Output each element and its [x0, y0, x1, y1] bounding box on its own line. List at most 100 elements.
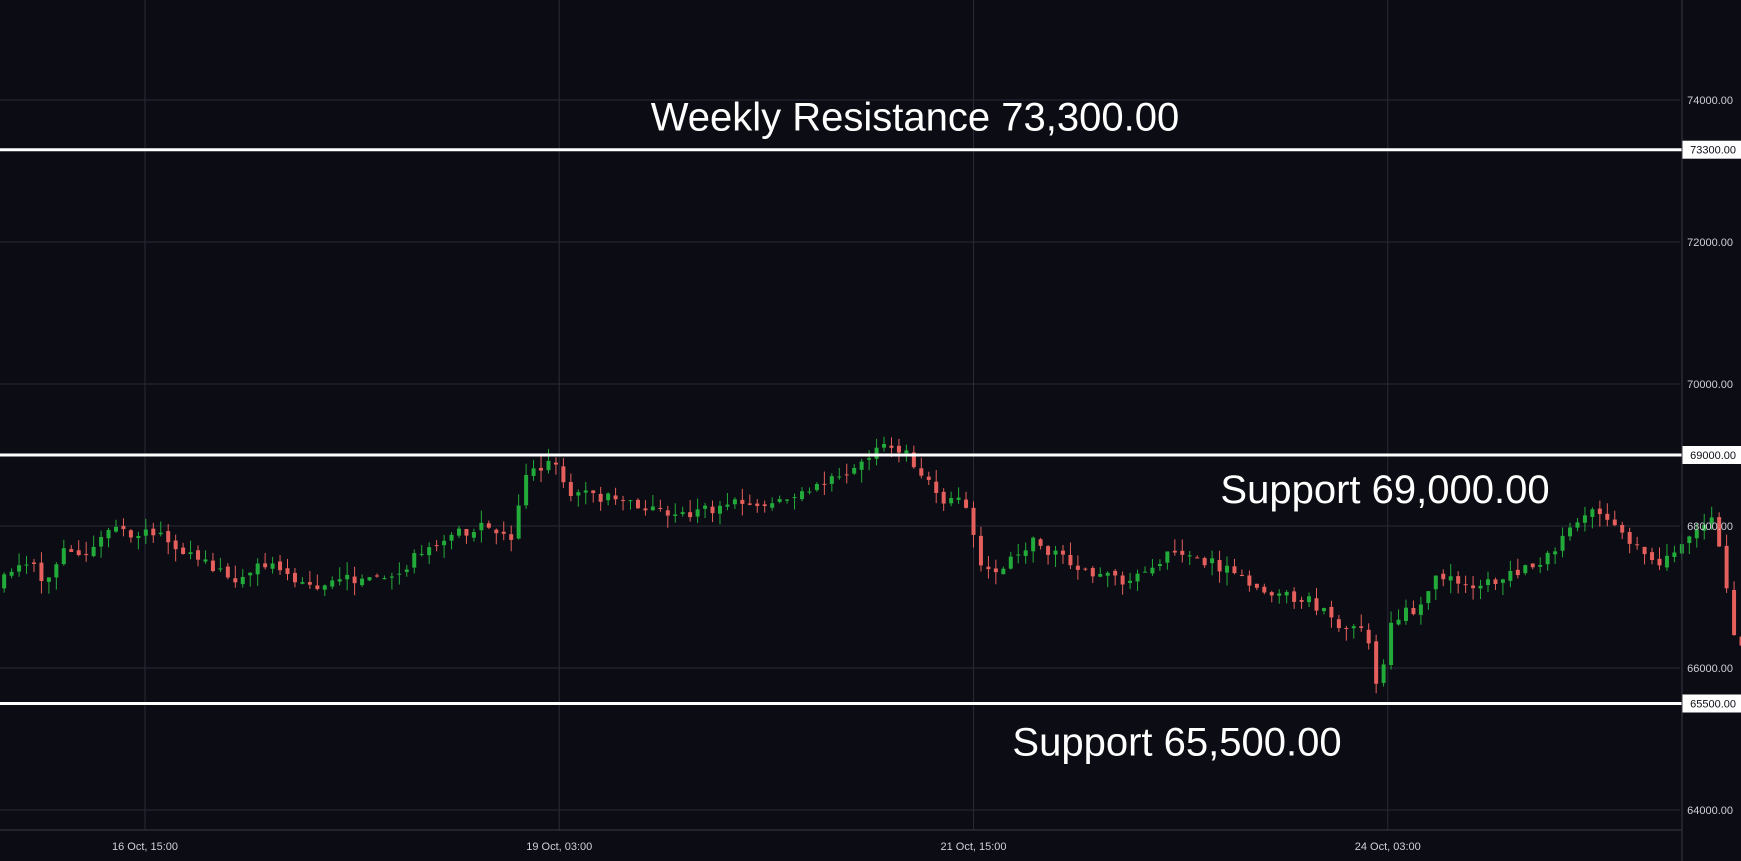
candle-down	[1120, 575, 1125, 585]
level-price-tag-text: 65500.00	[1690, 699, 1736, 711]
candle-up	[46, 577, 51, 582]
candle-down	[747, 503, 752, 505]
candle-up	[91, 546, 96, 557]
candle-up	[2, 574, 7, 589]
candle-down	[1195, 557, 1200, 559]
candle-down	[196, 550, 201, 560]
candle-down	[1292, 591, 1297, 602]
candle-down	[1366, 629, 1371, 644]
candle-up	[1135, 573, 1140, 582]
candle-up	[1538, 564, 1543, 567]
candle-down	[665, 510, 670, 516]
candle-up	[1433, 575, 1438, 590]
candle-up	[1307, 596, 1312, 603]
candle-up	[1210, 558, 1215, 564]
candle-down	[84, 554, 89, 556]
candle-down	[926, 476, 931, 480]
candle-up	[1351, 626, 1356, 629]
candle-down	[1650, 552, 1655, 561]
candle-down	[919, 468, 924, 476]
candle-up	[837, 476, 842, 478]
candle-up	[1687, 536, 1692, 543]
candle-up	[61, 548, 66, 565]
candle-down	[31, 562, 36, 564]
candle-up	[322, 585, 327, 590]
candle-down	[1299, 599, 1304, 602]
candle-up	[442, 540, 447, 546]
level-price-tag	[1682, 446, 1741, 464]
candle-down	[1344, 627, 1349, 629]
annotations: Weekly Resistance 73,300.00 Support 69,00…	[651, 96, 1550, 765]
candle-up	[1098, 574, 1103, 577]
candle-up	[673, 514, 678, 517]
candle-down	[1471, 585, 1476, 589]
candle-down	[1068, 555, 1073, 566]
candle-down	[39, 562, 44, 582]
candle-down	[166, 531, 171, 543]
candle-up	[1418, 604, 1423, 615]
candle-down	[986, 566, 991, 570]
candle-up	[785, 499, 790, 501]
candle-up	[1426, 591, 1431, 604]
level-annotation: Support 65,500.00	[1012, 721, 1341, 765]
candle-down	[69, 549, 74, 552]
candle-up	[546, 460, 551, 471]
candle-up	[404, 569, 409, 573]
candle-up	[1575, 522, 1580, 528]
y-tick-label: 72000.00	[1687, 237, 1733, 249]
candle-down	[658, 508, 663, 510]
candle-up	[17, 565, 22, 572]
candle-up	[829, 476, 834, 484]
candle-up	[1321, 608, 1326, 612]
candle-up	[725, 504, 730, 507]
x-axis[interactable]: 16 Oct, 15:00 19 Oct, 03:00 21 Oct, 15:00 2…	[0, 829, 1741, 853]
candle-down	[1530, 563, 1535, 568]
candle-up	[628, 500, 633, 502]
candle-down	[740, 499, 745, 504]
candle-up	[367, 577, 372, 581]
candle-down	[1113, 570, 1118, 576]
candle-down	[978, 535, 983, 566]
candle-up	[1225, 565, 1230, 573]
candle-down	[1635, 544, 1640, 546]
candle-up	[99, 537, 104, 547]
candle-down	[181, 547, 186, 554]
candle-down	[1739, 636, 1741, 646]
candle-up	[1709, 517, 1714, 524]
candle-down	[1374, 641, 1379, 684]
candle-down	[486, 523, 491, 528]
candle-up	[479, 522, 484, 531]
candle-up	[1023, 550, 1028, 556]
y-tick-label: 64000.00	[1687, 805, 1733, 817]
candle-up	[1448, 576, 1453, 581]
candle-down	[1627, 532, 1632, 544]
candle-up	[732, 499, 737, 505]
candle-down	[1620, 524, 1625, 533]
y-axis[interactable]: 74000.00 72000.00 70000.00 68000.00 66000.00…	[1681, 0, 1733, 861]
candle-up	[9, 571, 14, 576]
candle-up	[1157, 564, 1162, 567]
candle-down	[762, 504, 767, 507]
candle-up	[717, 505, 722, 514]
candle-up	[770, 503, 775, 508]
candle-up	[867, 458, 872, 460]
candle-up	[874, 447, 879, 459]
candle-down	[1642, 546, 1647, 555]
candle-down	[434, 545, 439, 547]
candle-down	[1217, 560, 1222, 572]
candle-down	[1038, 539, 1043, 546]
candle-down	[1269, 592, 1274, 596]
candle-up	[270, 563, 275, 569]
axis-panel[interactable]	[1682, 0, 1741, 861]
candle-down	[643, 508, 648, 511]
candle-down	[494, 529, 499, 534]
candle-down	[233, 578, 238, 583]
candle-down	[553, 462, 558, 465]
candle-down	[1180, 550, 1185, 555]
candle-down	[1329, 606, 1334, 618]
candle-up	[1702, 524, 1707, 531]
candle-up	[412, 553, 417, 568]
candle-down	[128, 530, 133, 538]
level-price-tag-text: 69000.00	[1690, 450, 1736, 462]
